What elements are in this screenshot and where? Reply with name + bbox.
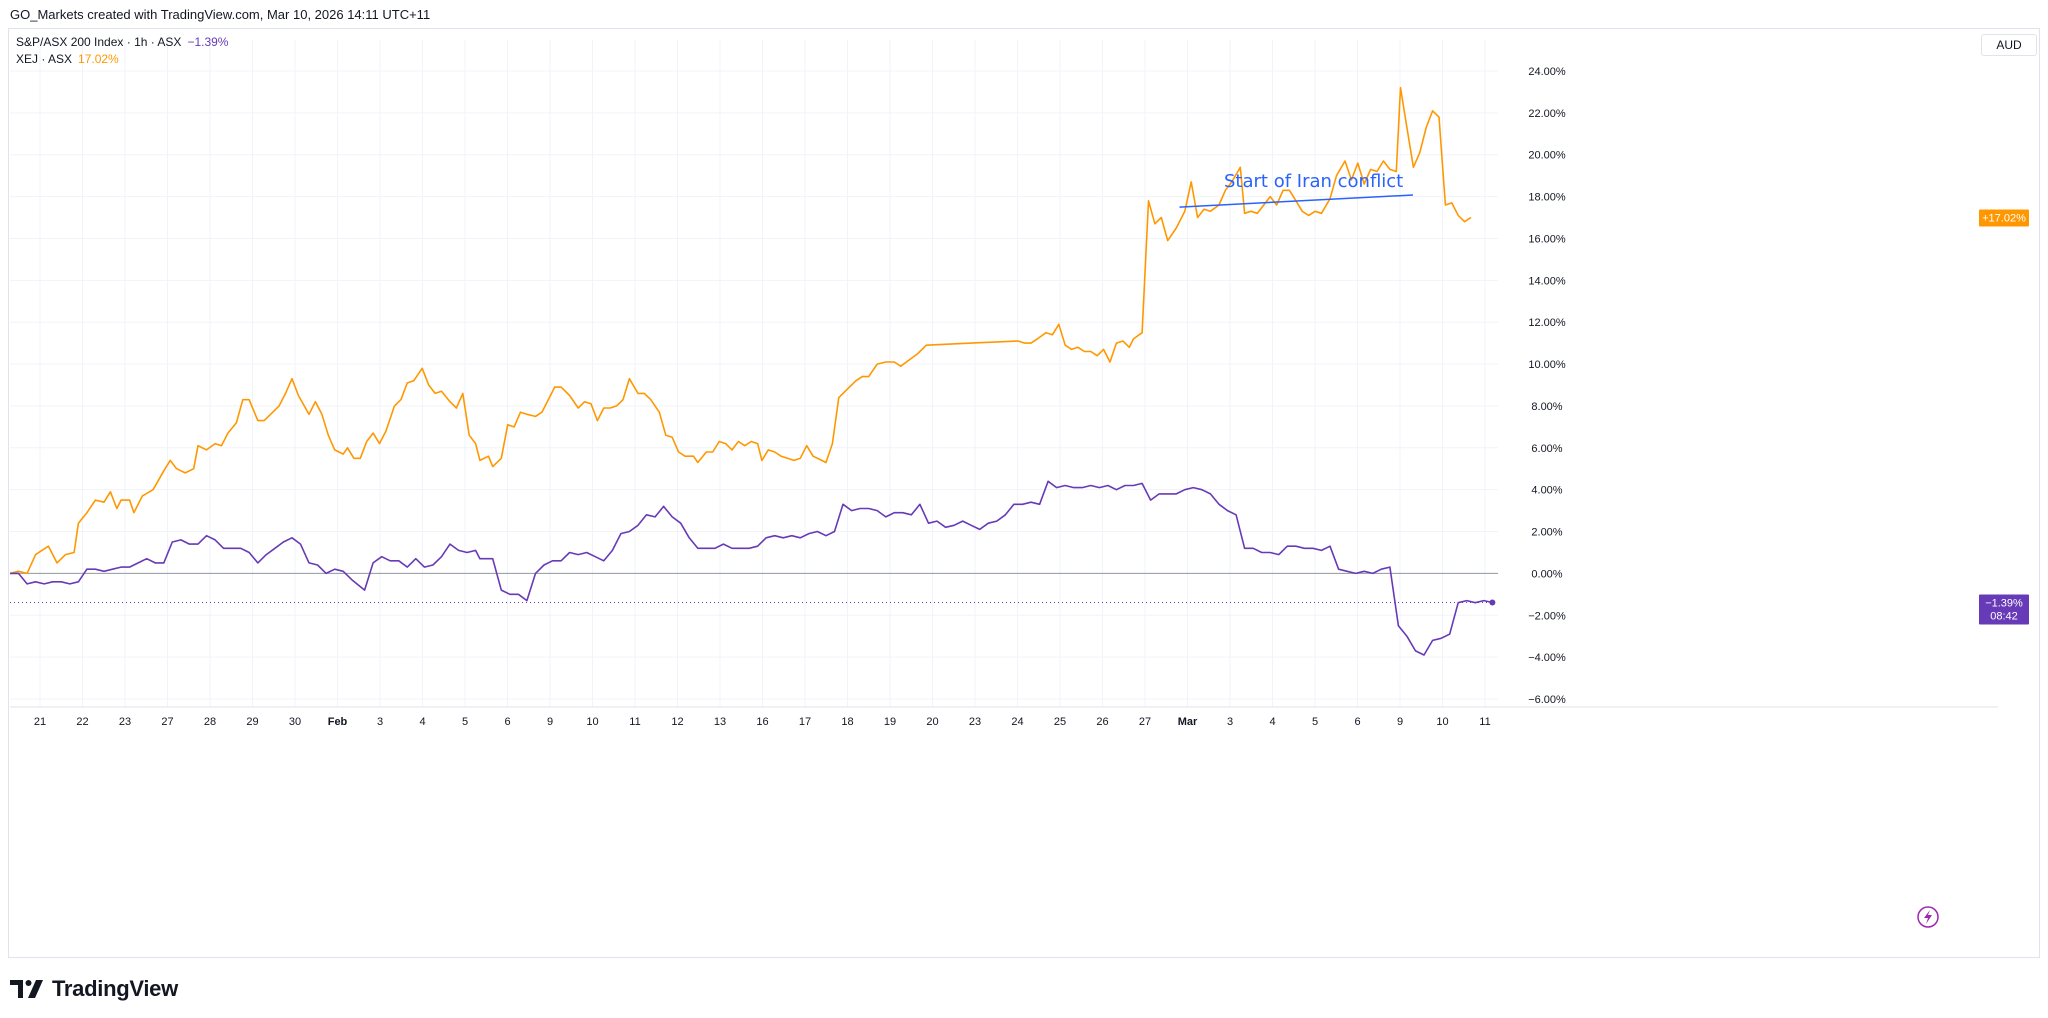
last-value-badge xyxy=(1979,209,2029,227)
y-tick-label: 18.00% xyxy=(1528,192,1566,204)
x-tick-label: 25 xyxy=(1054,716,1066,728)
x-tick-label: 5 xyxy=(1312,716,1318,728)
currency-button[interactable]: AUD xyxy=(1981,34,2037,56)
x-tick-label: 27 xyxy=(1139,716,1151,728)
x-tick-label: 9 xyxy=(1397,716,1403,728)
annotation-text: Start of Iran conflict xyxy=(1224,171,1403,192)
x-tick-label: 9 xyxy=(547,716,553,728)
legend-label-xej: XEJ · ASX xyxy=(16,52,73,66)
legend: S&P/ASX 200 Index · 1h · ASX −1.39% XEJ ·… xyxy=(16,34,228,68)
x-tick-label: 27 xyxy=(161,716,173,728)
y-tick-label: −6.00% xyxy=(1528,694,1566,706)
legend-item-xej[interactable]: XEJ · ASX 17.02% xyxy=(16,51,228,68)
lightning-icon-ring xyxy=(1917,906,1939,928)
x-tick-label: 10 xyxy=(586,716,598,728)
y-tick-label: −2.00% xyxy=(1528,610,1566,622)
x-tick-label: Mar xyxy=(1178,716,1198,728)
last-point-marker xyxy=(1489,599,1496,606)
y-tick-label: 12.00% xyxy=(1528,317,1566,329)
price-labels: +17.02% −1.39%08:42 xyxy=(1979,209,2029,625)
annotation-arrow xyxy=(1179,194,1414,208)
y-axis: 24.00% 22.00% 20.00% 18.00% 16.00% 14.00% 12.0… xyxy=(1528,66,1939,928)
x-tick-label: 3 xyxy=(377,716,383,728)
annotation-layer: Start of Iran conflict xyxy=(1179,171,1414,208)
y-tick-label: 14.00% xyxy=(1528,275,1566,287)
x-tick-label: 12 xyxy=(671,716,683,728)
x-tick-label: 18 xyxy=(841,716,853,728)
y-tick-label: 22.00% xyxy=(1528,108,1566,120)
x-tick-label: 26 xyxy=(1096,716,1108,728)
x-tick-label: 4 xyxy=(419,716,425,728)
y-tick-label: 16.00% xyxy=(1528,233,1566,245)
series-line-asx200 xyxy=(10,480,1493,656)
x-tick-label: 22 xyxy=(76,716,88,728)
x-tick-label: 29 xyxy=(246,716,258,728)
x-tick-label: 20 xyxy=(926,716,938,728)
lightning-icon xyxy=(1917,906,1939,928)
x-tick-label: 23 xyxy=(119,716,131,728)
x-tick-label: 19 xyxy=(884,716,896,728)
x-axis: 21 22 23 27 28 29 30 Feb 3 4 5 6 9 10 11 12 13 16 17 18 19 20… xyxy=(10,706,1998,728)
y-tick-label: 0.00% xyxy=(1531,568,1562,580)
x-tick-label: 6 xyxy=(1354,716,1360,728)
x-tick-label: 13 xyxy=(714,716,726,728)
x-tick-label: 11 xyxy=(1479,716,1490,728)
y-tick-label: 8.00% xyxy=(1531,401,1562,413)
legend-change-xej: 17.02% xyxy=(78,52,119,66)
x-tick-label: 23 xyxy=(969,716,981,728)
x-tick-label: 21 xyxy=(34,716,46,728)
y-tick-label: −4.00% xyxy=(1528,652,1566,664)
legend-label-asx200: S&P/ASX 200 Index · 1h · ASX xyxy=(16,35,182,49)
x-tick-label: 30 xyxy=(289,716,301,728)
chart-frame[interactable] xyxy=(8,28,2040,958)
last-value-label: +17.02% xyxy=(1982,213,2026,225)
last-value-badge xyxy=(1979,594,2029,625)
grid-layer xyxy=(10,40,1498,707)
legend-change-asx200: −1.39% xyxy=(187,35,229,49)
series-line-xej xyxy=(9,86,1472,575)
y-tick-label: 6.00% xyxy=(1531,443,1562,455)
tradingview-logo[interactable]: TradingView xyxy=(10,975,178,1003)
x-tick-label: 17 xyxy=(799,716,811,728)
x-tick-label: 28 xyxy=(204,716,216,728)
y-tick-label: 4.00% xyxy=(1531,485,1562,497)
series-layer xyxy=(9,86,1498,656)
x-tick-label: 4 xyxy=(1269,716,1275,728)
x-tick-label: 3 xyxy=(1227,716,1233,728)
legend-item-asx200[interactable]: S&P/ASX 200 Index · 1h · ASX −1.39% xyxy=(16,34,228,51)
tradingview-brand: TradingView xyxy=(52,976,178,1001)
x-tick-label: 16 xyxy=(756,716,768,728)
header-caption: GO_Markets created with TradingView.com,… xyxy=(10,7,431,22)
lightning-icon-bolt xyxy=(1924,910,1932,924)
tradingview-logo-icon xyxy=(10,980,43,998)
x-tick-label: 10 xyxy=(1436,716,1448,728)
x-tick-label: 24 xyxy=(1011,716,1023,728)
x-tick-label: 6 xyxy=(504,716,510,728)
x-tick-label: 11 xyxy=(629,716,640,728)
x-tick-label: Feb xyxy=(328,716,348,728)
y-tick-label: 10.00% xyxy=(1528,359,1566,371)
countdown-label: 08:42 xyxy=(1990,610,2018,622)
y-tick-label: 2.00% xyxy=(1531,527,1562,539)
y-tick-label: 20.00% xyxy=(1528,150,1566,162)
y-tick-label: 24.00% xyxy=(1528,66,1566,78)
x-tick-label: 5 xyxy=(462,716,468,728)
last-value-label: −1.39% xyxy=(1985,597,2023,609)
